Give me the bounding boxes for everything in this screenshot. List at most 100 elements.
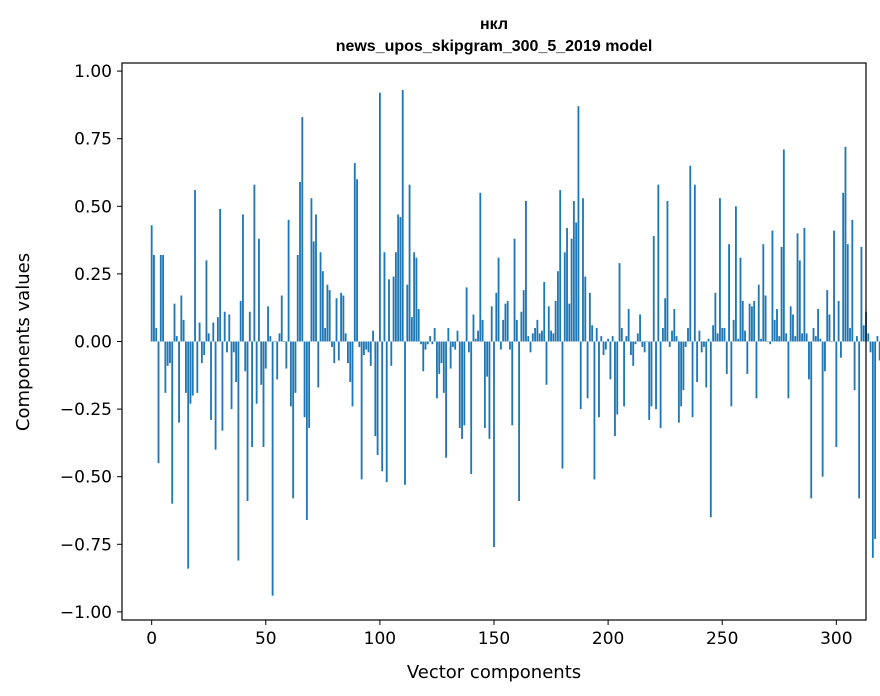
bar: [796, 233, 799, 342]
bar: [465, 287, 468, 342]
y-tick-label: −0.75: [60, 535, 112, 555]
bar: [801, 333, 804, 342]
bars-group: [150, 90, 880, 596]
bar: [630, 341, 632, 356]
bar: [712, 325, 715, 342]
y-tick-label: −0.25: [60, 400, 112, 420]
bar: [595, 327, 598, 342]
x-tick-label: 200: [592, 629, 624, 649]
bar: [661, 327, 664, 342]
bar: [744, 330, 746, 342]
bar: [458, 341, 461, 429]
bar: [420, 341, 422, 345]
bar: [230, 341, 233, 410]
bar: [833, 230, 835, 342]
bar: [242, 214, 244, 342]
bar: [337, 341, 340, 361]
bar: [860, 246, 863, 342]
bar: [830, 341, 833, 343]
bar: [849, 327, 851, 342]
bar: [652, 236, 655, 342]
bar: [556, 271, 559, 342]
bar: [536, 319, 539, 342]
bar: [264, 341, 267, 369]
bar: [878, 341, 880, 361]
bar: [577, 106, 580, 342]
bar: [449, 341, 452, 369]
bar: [239, 300, 242, 342]
y-tick-label: 0.00: [74, 333, 112, 353]
bar: [456, 330, 459, 342]
bar: [671, 330, 673, 342]
bar: [340, 292, 343, 342]
x-axis-label: Vector components: [407, 662, 581, 683]
bar: [582, 198, 584, 342]
bar: [668, 341, 671, 347]
bar: [216, 317, 219, 342]
bar: [287, 219, 290, 342]
bar: [545, 341, 548, 385]
bar: [618, 263, 621, 342]
bar: [552, 333, 555, 342]
bar: [748, 303, 751, 342]
bar: [164, 341, 167, 393]
bar: [426, 341, 429, 345]
bar: [664, 298, 667, 342]
bar: [394, 252, 397, 342]
bar: [274, 341, 276, 343]
bar: [169, 341, 171, 364]
bar: [616, 341, 619, 415]
bar: [837, 300, 840, 342]
bar: [454, 341, 457, 350]
bar: [159, 254, 162, 342]
bar: [262, 341, 265, 447]
bar: [308, 341, 311, 429]
bar: [659, 341, 662, 429]
bar: [271, 341, 274, 596]
bar: [365, 341, 368, 350]
bar: [550, 330, 552, 342]
bar: [452, 341, 454, 347]
bar: [746, 341, 749, 374]
bar: [388, 279, 390, 342]
bar: [285, 341, 288, 369]
bar: [620, 327, 623, 342]
x-tick-label: 300: [820, 629, 852, 649]
bar: [198, 322, 201, 342]
y-axis: 1.00 0.75 0.50 0.25 0.00 −0.25 −0.50 −0.75 −1.00: [60, 62, 122, 623]
bar: [189, 341, 192, 404]
bar: [413, 252, 416, 342]
bar: [429, 336, 432, 342]
bar: [326, 284, 329, 342]
bar: [513, 238, 516, 342]
bar: [586, 341, 589, 399]
bar: [495, 292, 498, 342]
bar: [499, 341, 502, 350]
bar: [445, 341, 447, 458]
bar: [559, 190, 562, 342]
bar: [223, 311, 226, 342]
bar: [157, 341, 160, 464]
bar: [655, 341, 657, 410]
bar: [321, 271, 324, 342]
bar: [534, 327, 536, 342]
bar: [855, 336, 858, 342]
bar: [730, 341, 733, 407]
bar: [789, 306, 792, 342]
bar: [869, 341, 872, 353]
bar: [182, 319, 185, 342]
bar: [609, 341, 612, 380]
bar: [253, 184, 256, 342]
bar: [335, 298, 338, 342]
bar: [680, 341, 683, 407]
bar: [490, 306, 493, 342]
bar: [301, 117, 304, 342]
bar: [497, 257, 500, 342]
bar: [764, 295, 767, 342]
bar: [436, 341, 438, 399]
bar: [203, 341, 206, 356]
bar: [173, 303, 176, 342]
bar: [470, 341, 473, 474]
bar: [766, 341, 769, 343]
bar: [757, 284, 760, 342]
